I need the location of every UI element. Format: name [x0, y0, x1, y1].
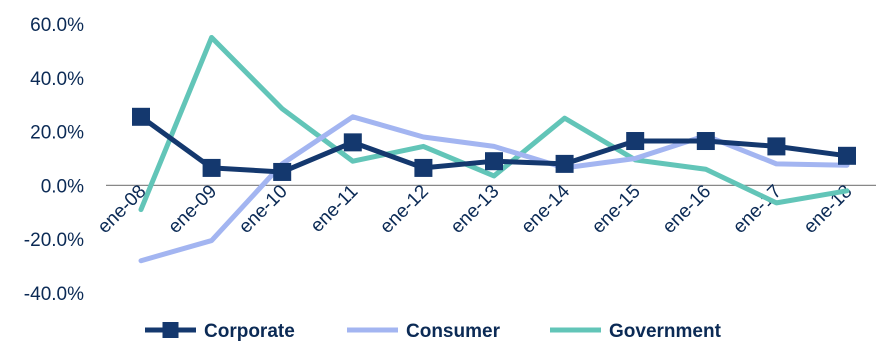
data-point-corporate — [343, 133, 362, 152]
legend-label-corporate: Corporate — [204, 321, 295, 341]
y-tick-label: -20.0% — [24, 230, 84, 251]
legend-label-government: Government — [609, 321, 722, 341]
legend-label-consumer: Consumer — [406, 321, 501, 341]
x-tick-label: ene-09 — [164, 181, 221, 238]
data-point-corporate — [767, 137, 786, 156]
x-tick-label: ene-12 — [376, 181, 433, 238]
y-tick-label: 40.0% — [30, 69, 84, 90]
series-layer — [132, 34, 856, 264]
data-point-corporate — [414, 158, 433, 177]
data-point-corporate — [838, 146, 856, 165]
x-tick-label: ene-11 — [307, 181, 363, 237]
legend: Corporate Consumer Government — [145, 321, 722, 341]
y-tick-label: -40.0% — [24, 284, 84, 305]
y-tick-label: 60.0% — [30, 15, 84, 36]
x-tick-label: ene-15 — [588, 181, 645, 238]
x-tick-label: ene-13 — [447, 181, 504, 238]
data-point-corporate — [626, 132, 645, 151]
x-axis-ticks: ene-08 ene-09 ene-10 ene-11 ene-12 ene-13 ene-… — [94, 181, 857, 238]
data-point-corporate — [273, 162, 292, 181]
series-line-government — [138, 34, 850, 213]
data-point-corporate — [132, 107, 150, 126]
data-point-corporate — [696, 132, 715, 151]
x-tick-label: ene-14 — [517, 181, 574, 238]
y-axis-ticks: 60.0% 40.0% 20.0% 0.0% -20.0% -40.0% — [24, 15, 84, 305]
y-tick-label: 20.0% — [30, 123, 84, 144]
data-point-corporate — [202, 158, 221, 177]
data-point-corporate — [485, 152, 503, 171]
legend-marker-corporate — [162, 322, 179, 338]
data-point-corporate — [555, 154, 574, 173]
x-tick-label: ene-17 — [729, 181, 786, 238]
y-tick-label: 0.0% — [41, 176, 84, 197]
x-tick-label: ene-16 — [659, 181, 716, 238]
